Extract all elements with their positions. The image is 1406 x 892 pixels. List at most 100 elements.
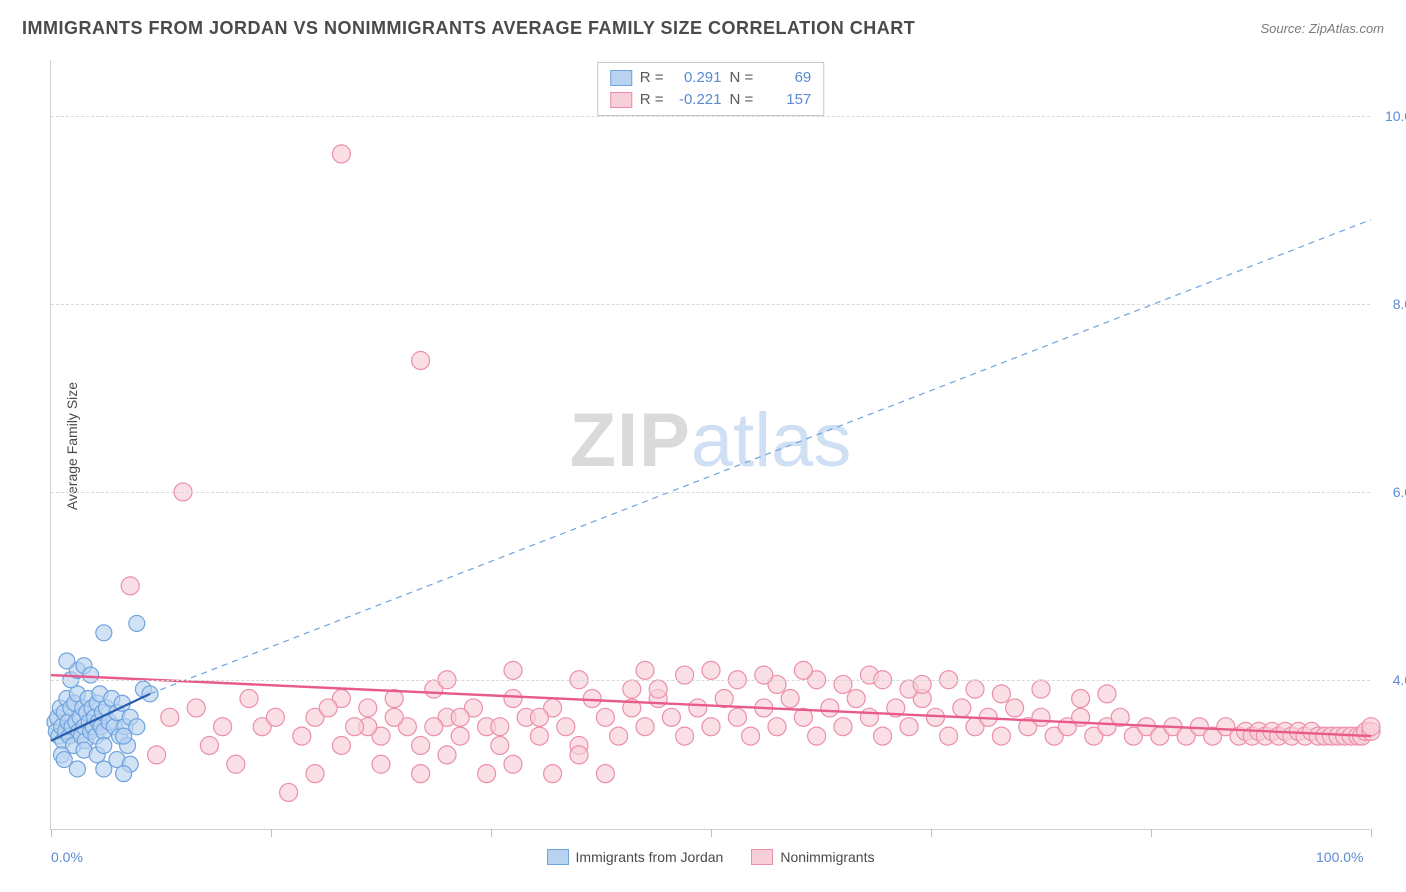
point-nonimmigrant: [834, 675, 852, 693]
point-nonimmigrant: [728, 708, 746, 726]
point-immigrant: [116, 766, 132, 782]
point-nonimmigrant: [570, 746, 588, 764]
x-tick: [931, 829, 932, 837]
point-nonimmigrant: [900, 718, 918, 736]
point-nonimmigrant: [860, 708, 878, 726]
plot-area: ZIPatlas R = 0.291 N = 69 R = -0.221 N =…: [50, 60, 1370, 830]
point-nonimmigrant: [794, 661, 812, 679]
y-tick-label: 8.00: [1374, 296, 1406, 312]
point-immigrant: [96, 737, 112, 753]
x-tick: [491, 829, 492, 837]
point-nonimmigrant: [412, 765, 430, 783]
point-nonimmigrant: [808, 727, 826, 745]
point-nonimmigrant: [1032, 680, 1050, 698]
point-nonimmigrant: [451, 708, 469, 726]
point-nonimmigrant: [992, 685, 1010, 703]
point-nonimmigrant: [372, 755, 390, 773]
y-tick-label: 6.00: [1374, 484, 1406, 500]
x-tick-label: 0.0%: [51, 849, 83, 865]
point-nonimmigrant: [200, 736, 218, 754]
point-nonimmigrant: [240, 690, 258, 708]
grid-line: [51, 304, 1370, 305]
point-immigrant: [116, 728, 132, 744]
x-tick: [711, 829, 712, 837]
point-nonimmigrant: [702, 718, 720, 736]
legend-swatch-blue: [547, 849, 569, 865]
point-nonimmigrant: [346, 718, 364, 736]
point-nonimmigrant: [148, 746, 166, 764]
point-nonimmigrant: [227, 755, 245, 773]
point-nonimmigrant: [583, 690, 601, 708]
point-nonimmigrant: [412, 736, 430, 754]
stats-row-blue: R = 0.291 N = 69: [610, 67, 812, 89]
point-nonimmigrant: [187, 699, 205, 717]
point-nonimmigrant: [913, 675, 931, 693]
point-nonimmigrant: [689, 699, 707, 717]
legend-label-blue: Immigrants from Jordan: [576, 849, 724, 865]
point-nonimmigrant: [874, 727, 892, 745]
point-nonimmigrant: [478, 765, 496, 783]
point-nonimmigrant: [953, 699, 971, 717]
point-nonimmigrant: [1098, 685, 1116, 703]
point-nonimmigrant: [676, 727, 694, 745]
point-nonimmigrant: [557, 718, 575, 736]
point-nonimmigrant: [755, 666, 773, 684]
point-nonimmigrant: [662, 708, 680, 726]
point-nonimmigrant: [610, 727, 628, 745]
point-nonimmigrant: [280, 783, 298, 801]
point-nonimmigrant: [451, 727, 469, 745]
grid-line: [51, 116, 1370, 117]
swatch-blue: [610, 70, 632, 86]
point-nonimmigrant: [306, 765, 324, 783]
x-tick: [1371, 829, 1372, 837]
point-nonimmigrant: [768, 718, 786, 736]
point-immigrant: [96, 625, 112, 641]
legend-swatch-pink: [751, 849, 773, 865]
point-nonimmigrant: [504, 690, 522, 708]
bottom-legend: Immigrants from Jordan Nonimmigrants: [547, 849, 875, 865]
point-immigrant: [129, 615, 145, 631]
point-nonimmigrant: [425, 718, 443, 736]
grid-line: [51, 492, 1370, 493]
correlation-stats-box: R = 0.291 N = 69 R = -0.221 N = 157: [597, 62, 825, 116]
y-tick-label: 10.00: [1374, 108, 1406, 124]
grid-line: [51, 680, 1370, 681]
x-tick: [271, 829, 272, 837]
point-nonimmigrant: [596, 765, 614, 783]
point-nonimmigrant: [636, 718, 654, 736]
point-nonimmigrant: [1006, 699, 1024, 717]
point-nonimmigrant: [319, 699, 337, 717]
point-nonimmigrant: [544, 765, 562, 783]
point-nonimmigrant: [438, 746, 456, 764]
y-tick-label: 4.00: [1374, 672, 1406, 688]
point-nonimmigrant: [847, 690, 865, 708]
point-nonimmigrant: [332, 145, 350, 163]
point-nonimmigrant: [821, 699, 839, 717]
point-nonimmigrant: [992, 727, 1010, 745]
point-nonimmigrant: [1362, 718, 1380, 736]
point-nonimmigrant: [491, 736, 509, 754]
point-nonimmigrant: [359, 699, 377, 717]
point-nonimmigrant: [530, 708, 548, 726]
point-nonimmigrant: [702, 661, 720, 679]
source-attribution: Source: ZipAtlas.com: [1260, 21, 1384, 36]
point-nonimmigrant: [940, 727, 958, 745]
point-nonimmigrant: [781, 690, 799, 708]
point-nonimmigrant: [1032, 708, 1050, 726]
chart-title: IMMIGRANTS FROM JORDAN VS NONIMMIGRANTS …: [22, 18, 915, 39]
point-immigrant: [59, 653, 75, 669]
point-nonimmigrant: [504, 755, 522, 773]
point-nonimmigrant: [596, 708, 614, 726]
point-nonimmigrant: [623, 680, 641, 698]
swatch-pink: [610, 92, 632, 108]
point-nonimmigrant: [412, 351, 430, 369]
stats-row-pink: R = -0.221 N = 157: [610, 89, 812, 111]
x-tick: [51, 829, 52, 837]
point-nonimmigrant: [834, 718, 852, 736]
point-nonimmigrant: [293, 727, 311, 745]
point-nonimmigrant: [385, 708, 403, 726]
point-nonimmigrant: [491, 718, 509, 736]
point-nonimmigrant: [332, 736, 350, 754]
point-nonimmigrant: [676, 666, 694, 684]
point-nonimmigrant: [214, 718, 232, 736]
